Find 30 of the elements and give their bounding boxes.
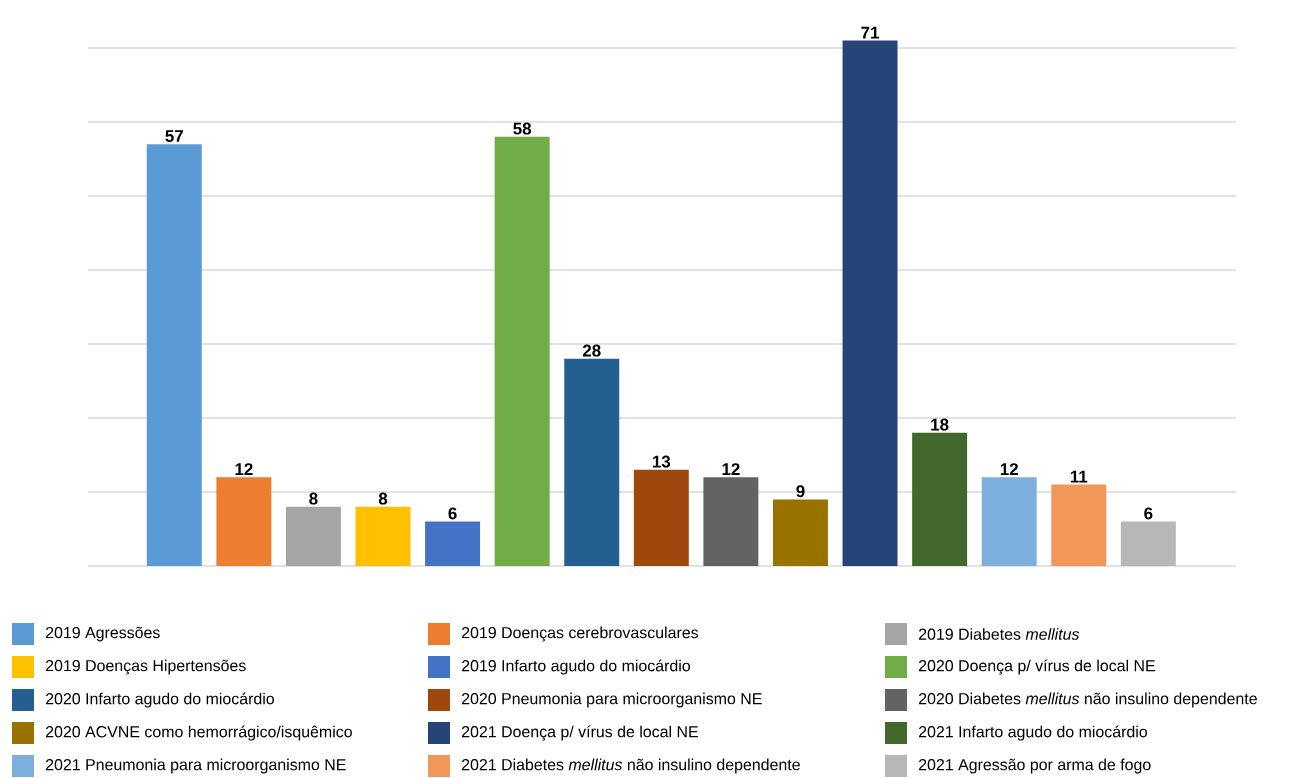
data-label: 9 [796, 485, 805, 498]
legend-label: 2019 Doenças Hipertensões [46, 659, 246, 675]
legend-label: 2020 ACVNE como hemorrágico/isquêmico [46, 725, 352, 741]
data-label: 12 [1000, 463, 1018, 476]
legend-label: 2021 Pneumonia para microorganismo NE [46, 758, 346, 774]
legend-label: 2019 Agressões [46, 626, 160, 642]
legend-label: 2020 Doença p/ vírus de local NE [919, 659, 1155, 675]
data-label: 6 [1144, 507, 1153, 520]
legend-label: 2019 Doenças cerebrovasculares [462, 626, 699, 642]
data-label: 6 [448, 507, 457, 520]
legend-label: 2020 Diabetes mellitus não insulino dependente [919, 692, 1257, 708]
legend-label: 2020 Infarto agudo do miocárdio [46, 692, 274, 708]
legend-label: 2021 Doença p/ vírus de local NE [462, 725, 698, 741]
legend-label: 2021 Agressão por arma de fogo [919, 758, 1151, 774]
data-label: 71 [861, 26, 879, 39]
data-label: 12 [235, 463, 253, 476]
data-label: 11 [1070, 470, 1088, 483]
legend-label: 2019 Diabetes mellitus [919, 628, 1080, 640]
data-label: 8 [378, 492, 388, 505]
data-label: 18 [931, 418, 949, 431]
data-label: 57 [165, 130, 183, 143]
data-label: 13 [652, 455, 671, 468]
data-label: 58 [513, 122, 532, 135]
legend-label: 2021 Infarto agudo do miocárdio [919, 725, 1148, 741]
data-label: 28 [582, 344, 601, 357]
legend-label: 2020 Pneumonia para microorganismo NE [462, 692, 762, 708]
legend-label: 2021 Diabetes mellitus não insulino dependente [462, 758, 800, 774]
legend-label: 2019 Infarto agudo do miocárdio [462, 659, 690, 675]
data-label: 12 [722, 463, 740, 476]
data-label: 8 [309, 492, 318, 505]
